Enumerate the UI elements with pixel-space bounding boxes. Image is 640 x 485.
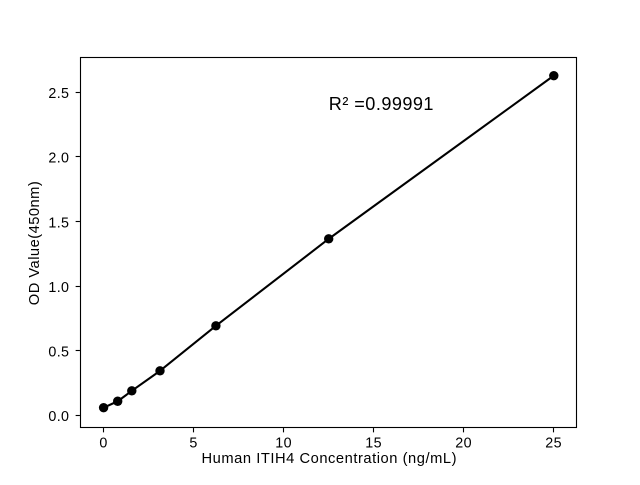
svg-text:20: 20 [455,436,471,452]
svg-text:25: 25 [545,436,561,452]
svg-text:1.5: 1.5 [48,215,69,231]
svg-text:0.5: 0.5 [48,345,69,361]
svg-text:5: 5 [189,436,197,452]
svg-text:0.0: 0.0 [48,409,69,425]
svg-text:0: 0 [99,436,107,452]
svg-text:2.5: 2.5 [48,86,69,102]
svg-text:Human ITIH4 Concentration (ng/: Human ITIH4 Concentration (ng/mL) [202,451,457,467]
svg-text:OD Value(450nm): OD Value(450nm) [27,181,43,305]
svg-text:10: 10 [275,436,291,452]
svg-text:2.0: 2.0 [48,151,69,167]
svg-text:1.0: 1.0 [48,280,69,296]
svg-text:R² =0.99991: R² =0.99991 [329,94,434,114]
svg-text:15: 15 [365,436,381,452]
